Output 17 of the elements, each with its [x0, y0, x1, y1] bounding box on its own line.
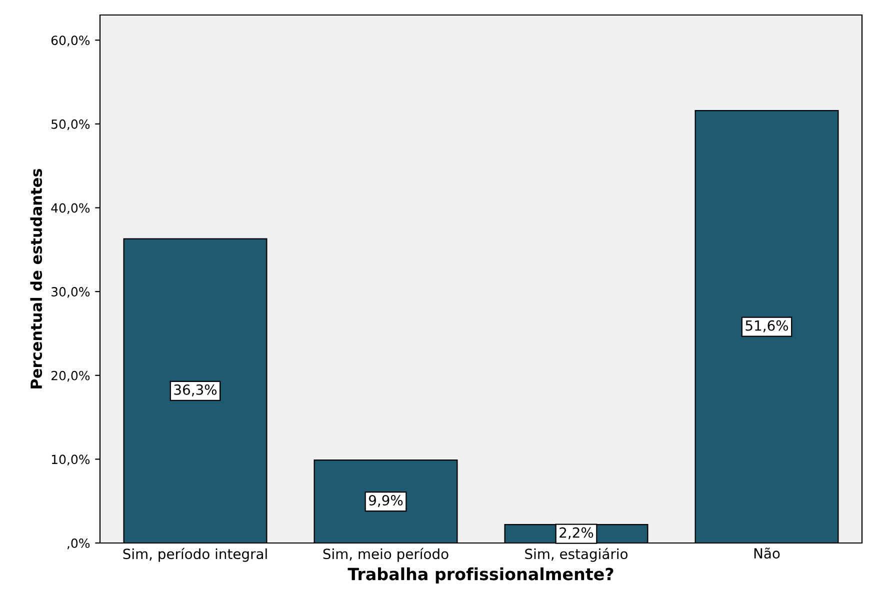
x-tick-label: Sim, meio período: [323, 548, 448, 562]
y-tick-label: 50,0%: [52, 119, 90, 130]
y-tick-label: 20,0%: [51, 370, 90, 382]
y-tick-label: 10,0%: [52, 454, 90, 466]
data-label: 51,6%: [746, 320, 788, 332]
y-tick-label: 30,0%: [52, 287, 90, 298]
x-axis-title: Trabalha profissionalmente?: [348, 567, 614, 584]
y-tick-label: 40,0%: [51, 203, 90, 214]
data-label: 9,9%: [368, 495, 403, 507]
y-tick-label: ,0%: [67, 538, 90, 550]
x-tick-label: Sim, estagiário: [525, 548, 628, 562]
x-tick-label: Não: [754, 548, 780, 559]
data-label: 2,2%: [560, 527, 594, 540]
x-tick-label: Sim, período integral: [123, 548, 267, 562]
y-axis-title: Percentual de estudantes: [30, 168, 42, 388]
data-label: 36,3%: [174, 384, 217, 396]
y-tick-label: 60,0%: [51, 36, 90, 46]
